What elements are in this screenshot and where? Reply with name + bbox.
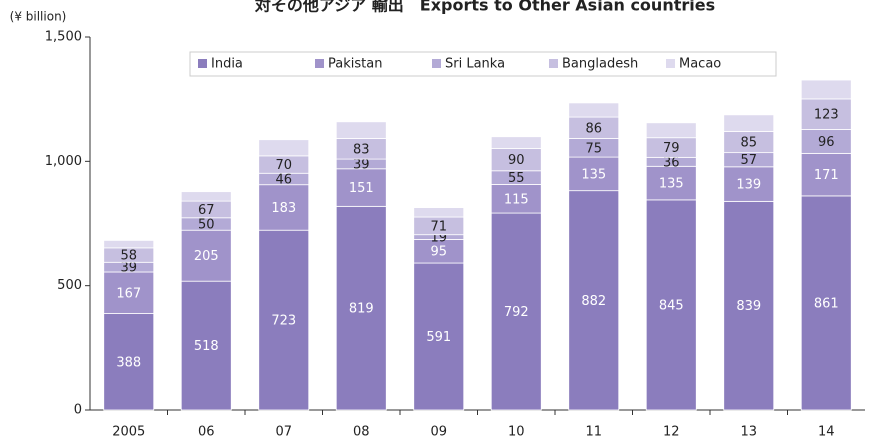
- legend-swatch: [315, 59, 324, 68]
- legend-label: India: [211, 57, 243, 72]
- data-label: 115: [504, 192, 529, 207]
- bar-segment: [103, 271, 155, 314]
- y-tick-label: 500: [57, 278, 82, 293]
- bar-segment: [568, 190, 620, 411]
- data-label: 57: [740, 153, 757, 168]
- x-tick-label: 2005: [112, 425, 145, 440]
- data-label: 845: [659, 298, 684, 313]
- x-tick-label: 12: [663, 425, 680, 440]
- data-label: 518: [194, 339, 219, 354]
- data-label: 83: [353, 142, 370, 157]
- data-label: 67: [198, 203, 215, 218]
- bar-segment: [490, 136, 542, 149]
- data-label: 85: [740, 136, 757, 151]
- data-label: 96: [818, 135, 835, 150]
- x-tick-label: 09: [430, 425, 447, 440]
- legend-label: Bangladesh: [562, 57, 638, 72]
- x-tick-label: 06: [198, 425, 215, 440]
- data-label: 79: [663, 141, 680, 156]
- bar-segment: [568, 156, 620, 192]
- bar-segment: [490, 184, 542, 214]
- data-label: 39: [120, 261, 137, 276]
- x-tick-label: 11: [585, 425, 602, 440]
- data-label: 55: [508, 171, 525, 186]
- bar-segment: [800, 152, 852, 197]
- data-label: 723: [271, 314, 296, 329]
- legend-label: Pakistan: [328, 57, 382, 72]
- bar-segment: [180, 280, 232, 411]
- bar-segment: [258, 184, 310, 231]
- legend-label: Sri Lanka: [445, 57, 505, 72]
- data-label: 36: [663, 155, 680, 170]
- legend-swatch: [666, 59, 675, 68]
- y-tick-label: 1,500: [45, 30, 82, 45]
- bar-segment: [568, 102, 620, 118]
- bar-segment: [413, 262, 465, 411]
- bar-segment: [800, 98, 852, 130]
- data-label: 70: [275, 158, 292, 173]
- legend-swatch: [198, 59, 207, 68]
- bar-segment: [490, 212, 542, 411]
- data-label: 90: [508, 153, 525, 168]
- data-label: 792: [504, 305, 529, 320]
- legend-box: [189, 51, 777, 77]
- data-label: 591: [426, 330, 451, 345]
- data-label: 58: [120, 249, 137, 264]
- data-label: 839: [736, 299, 761, 314]
- data-label: 139: [736, 178, 761, 193]
- bar-segment: [103, 313, 155, 411]
- x-tick-label: 13: [740, 425, 757, 440]
- bar-segment: [180, 191, 232, 202]
- legend-swatch: [549, 59, 558, 68]
- data-label: 46: [275, 172, 292, 187]
- data-label: 205: [194, 249, 219, 264]
- data-label: 86: [585, 121, 602, 136]
- data-label: 151: [349, 181, 374, 196]
- bar-segment: [258, 139, 310, 157]
- bar-segment: [258, 229, 310, 411]
- bar-segment: [180, 229, 232, 282]
- bar-segment: [645, 199, 697, 411]
- data-label: 123: [814, 108, 839, 123]
- data-label: 171: [814, 168, 839, 183]
- bar-segment: [335, 205, 387, 411]
- data-label: 39: [353, 157, 370, 172]
- data-label: 388: [116, 355, 141, 370]
- x-tick-label: 08: [353, 425, 370, 440]
- y-axis-label: (¥ billion): [10, 10, 67, 24]
- data-label: 882: [581, 294, 606, 309]
- data-label: 135: [659, 177, 684, 192]
- data-label: 861: [814, 296, 839, 311]
- y-tick-label: 0: [74, 403, 82, 418]
- data-label: 71: [430, 219, 447, 234]
- x-tick-label: 07: [275, 425, 292, 440]
- bar-segment: [723, 166, 775, 202]
- data-label: 50: [198, 217, 215, 232]
- bar-segment: [335, 168, 387, 207]
- data-label: 75: [585, 141, 602, 156]
- legend-swatch: [432, 59, 441, 68]
- legend-label: Macao: [679, 57, 721, 72]
- bar-segment: [103, 240, 155, 249]
- bar-segment: [723, 114, 775, 132]
- x-tick-label: 14: [818, 425, 835, 440]
- bar-segment: [800, 79, 852, 100]
- y-tick-label: 1,000: [45, 154, 82, 169]
- bar-segment: [413, 207, 465, 218]
- data-label: 135: [581, 167, 606, 182]
- bar-segment: [645, 122, 697, 139]
- data-label: 819: [349, 302, 374, 317]
- x-tick-label: 10: [508, 425, 525, 440]
- bar-segment: [335, 121, 387, 139]
- chart-title: 対その他アジア 輸出 Exports to Other Asian countr…: [254, 0, 715, 15]
- data-label: 183: [271, 201, 296, 216]
- data-label: 167: [116, 286, 141, 301]
- bar-segment: [723, 200, 775, 411]
- data-label: 95: [430, 245, 447, 260]
